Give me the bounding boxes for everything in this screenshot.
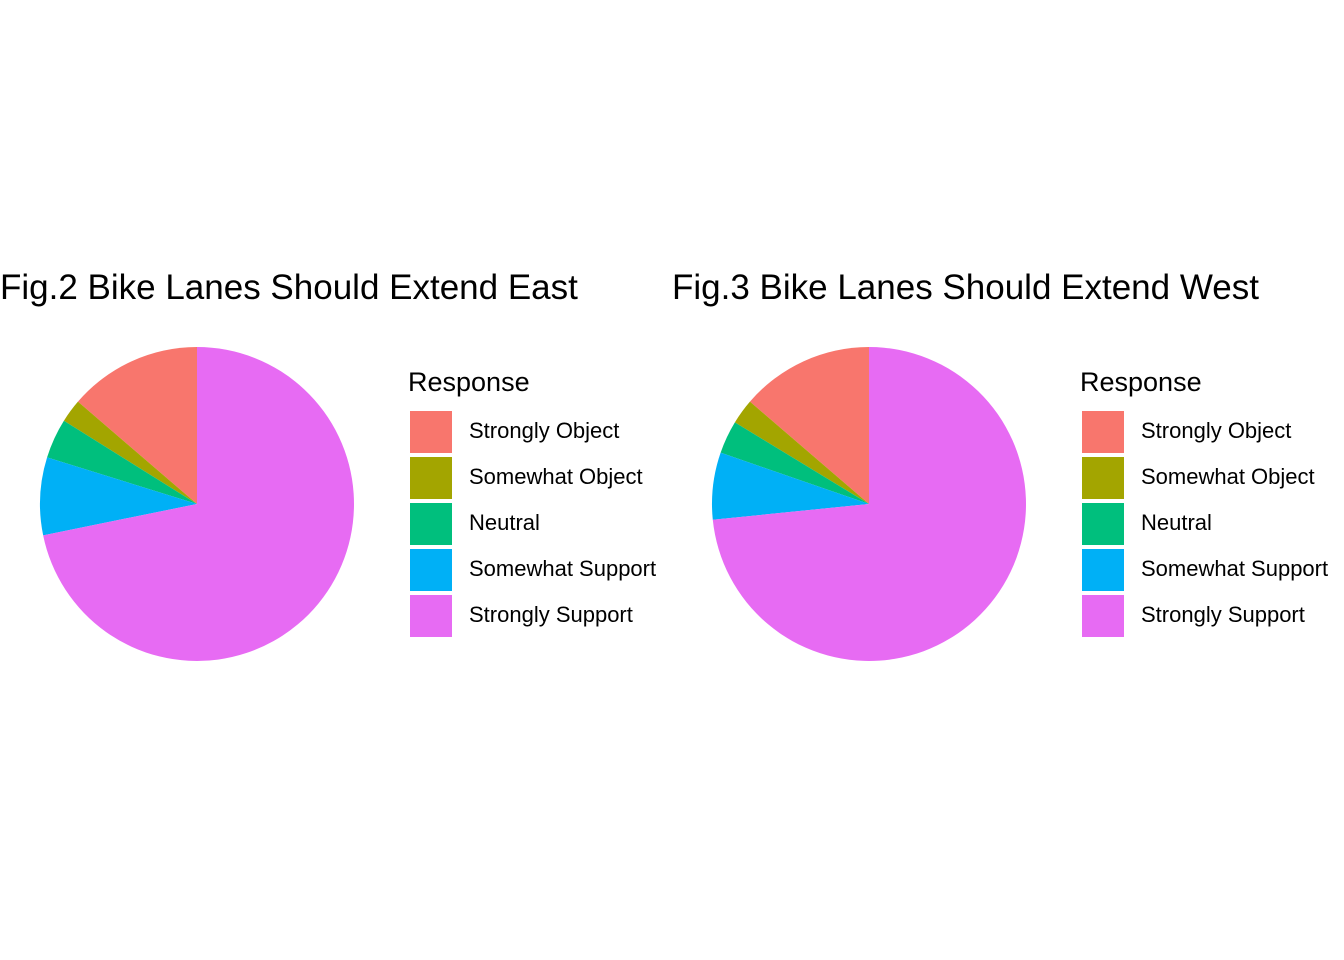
legend-swatch: [1082, 457, 1124, 499]
legend-item: Strongly Support: [1080, 594, 1305, 640]
legend-title: Response: [408, 367, 530, 397]
chart-panel-east: Fig.2 Bike Lanes Should Extend East Resp…: [0, 268, 656, 661]
legend-swatch: [1082, 503, 1124, 545]
legend-item: Somewhat Support: [408, 548, 656, 594]
legend-item: Somewhat Support: [1080, 548, 1328, 594]
pie-slice-strongly-object: [77, 347, 197, 504]
pie-slice-somewhat-object: [63, 401, 197, 504]
pie-slice-strongly-support: [712, 347, 1026, 661]
legend-swatch: [410, 457, 452, 499]
legend-label: Strongly Support: [1141, 602, 1305, 627]
legend-label: Strongly Support: [469, 602, 633, 627]
legend-swatch: [410, 595, 452, 637]
pie-chart: [711, 347, 1026, 661]
legend-item: Strongly Object: [408, 410, 619, 456]
pie-slice-somewhat-support: [39, 457, 198, 536]
pie-slice-somewhat-object: [734, 401, 869, 504]
legend-swatch: [1082, 549, 1124, 591]
pie-slice-somewhat-support: [711, 452, 869, 520]
pie-slice-strongly-support: [43, 347, 354, 661]
legend: Response Strongly Object Somewhat Object…: [408, 364, 656, 640]
legend: Response Strongly Object Somewhat Object…: [1080, 364, 1328, 640]
chart-title: Fig.2 Bike Lanes Should Extend East: [0, 268, 578, 307]
chart-panel-west: Fig.3 Bike Lanes Should Extend West Resp…: [672, 0, 1344, 960]
legend-item: Strongly Object: [1080, 410, 1291, 456]
legend-item: Strongly Support: [408, 594, 633, 640]
legend-swatch: [410, 549, 452, 591]
legend-label: Neutral: [469, 510, 540, 535]
legend-item: Neutral: [408, 502, 540, 548]
legend-label: Strongly Object: [1141, 418, 1292, 443]
legend-swatch: [410, 503, 452, 545]
legend-label: Somewhat Object: [469, 464, 643, 489]
chart-title: Fig.3 Bike Lanes Should Extend West: [672, 268, 1259, 307]
pie-chart: [39, 347, 354, 661]
legend-swatch: [410, 411, 452, 453]
legend-label: Strongly Object: [469, 418, 620, 443]
pie-slice-neutral: [720, 422, 869, 504]
legend-label: Somewhat Support: [1141, 556, 1329, 581]
legend-title: Response: [1080, 367, 1202, 397]
legend-label: Somewhat Object: [1141, 464, 1315, 489]
legend-label: Somewhat Support: [469, 556, 657, 581]
pie-slice-neutral: [47, 420, 198, 504]
legend-swatch: [1082, 411, 1124, 453]
legend-swatch: [1082, 595, 1124, 637]
legend-item: Neutral: [1080, 502, 1212, 548]
pie-slice-strongly-object: [749, 347, 869, 504]
legend-item: Somewhat Object: [1080, 456, 1315, 502]
legend-item: Somewhat Object: [408, 456, 643, 502]
legend-label: Neutral: [1141, 510, 1212, 535]
